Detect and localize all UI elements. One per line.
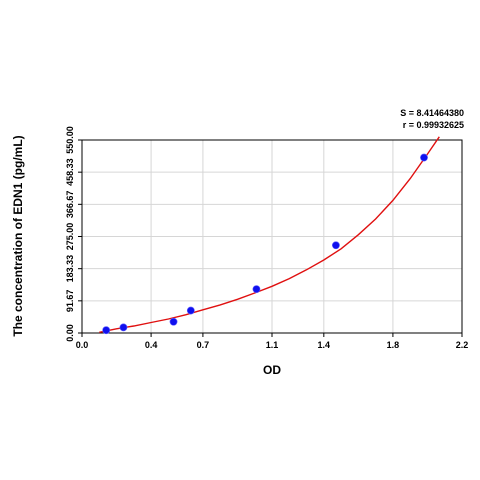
y-axis-title: The concentration of EDN1 (pg/mL) xyxy=(11,135,25,336)
fit-curve xyxy=(99,136,440,333)
y-tick-label: 458.33 xyxy=(65,158,75,186)
data-points xyxy=(102,153,428,335)
r-value-text: r = 0.99932625 xyxy=(403,120,464,130)
y-tick-label: 275.00 xyxy=(65,223,75,251)
x-tick-labels: 0.0 0.4 0.7 1.1 1.4 1.8 2.2 xyxy=(76,340,469,350)
y-tick-label: 0.00 xyxy=(65,324,75,342)
data-point xyxy=(252,285,261,294)
y-tick-labels: 0.00 91.67 183.33 275.00 366.67 458.33 550.00 xyxy=(65,126,75,342)
x-tick-label: 1.1 xyxy=(266,340,279,350)
data-point xyxy=(102,326,111,335)
x-tick-label: 0.0 xyxy=(76,340,89,350)
y-tick-label: 550.00 xyxy=(65,126,75,154)
y-tick-label: 183.33 xyxy=(65,255,75,283)
data-point xyxy=(332,241,340,250)
s-value-text: S = 8.41464380 xyxy=(400,108,464,118)
data-point xyxy=(420,153,428,162)
x-tick-label: 0.4 xyxy=(145,340,158,350)
grid xyxy=(81,139,463,334)
y-tick-label: 366.67 xyxy=(65,191,75,219)
x-tick-label: 1.4 xyxy=(318,340,331,350)
x-axis-title: OD xyxy=(263,363,281,377)
data-point xyxy=(169,317,178,326)
x-tick-label: 1.8 xyxy=(387,340,400,350)
x-tick-label: 2.2 xyxy=(456,340,469,350)
data-point xyxy=(186,306,195,315)
axis-ticks xyxy=(78,139,463,337)
x-tick-label: 0.7 xyxy=(197,340,210,350)
data-point xyxy=(119,323,128,332)
y-tick-label: 91.67 xyxy=(65,290,75,313)
